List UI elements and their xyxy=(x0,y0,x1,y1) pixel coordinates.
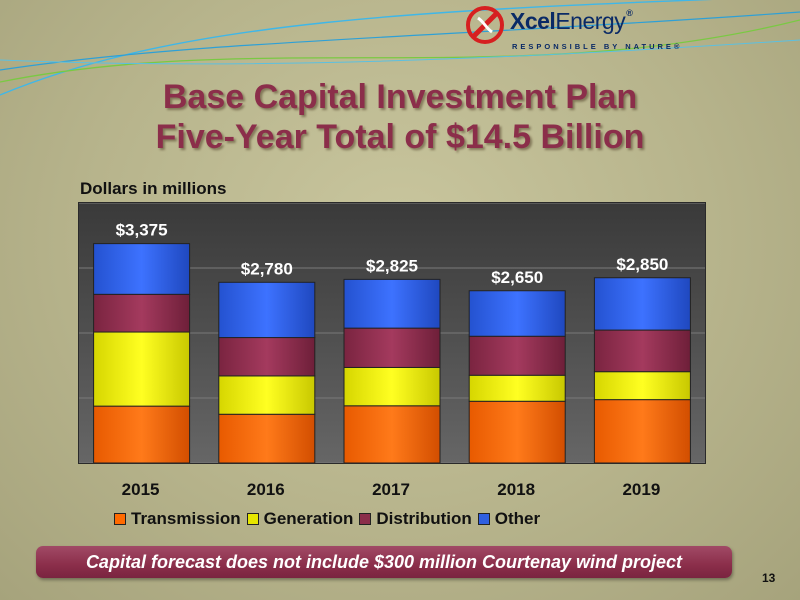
legend-label-transmission: Transmission xyxy=(131,509,241,528)
total-label-2019: $2,850 xyxy=(616,255,668,274)
logo-reg-mark: ® xyxy=(626,8,633,18)
legend-swatch-transmission xyxy=(114,513,126,525)
bar-transmission-2017 xyxy=(343,405,441,463)
bar-transmission-2018 xyxy=(468,400,566,463)
footnote-banner: Capital forecast does not include $300 m… xyxy=(36,546,732,578)
bar-generation-2015 xyxy=(93,331,191,407)
bar-generation-2018 xyxy=(468,374,566,402)
legend-swatch-other xyxy=(477,513,490,525)
logo-brand-bold: Xcel xyxy=(510,8,556,34)
bar-transmission-2015 xyxy=(93,405,191,463)
bar-transmission-2016 xyxy=(218,413,316,463)
total-label-2017: $2,825 xyxy=(366,256,418,275)
bar-other-2016 xyxy=(218,281,316,339)
chart-legend: Transmission Generation Distribution Other xyxy=(114,508,546,530)
x-tick-label-2015: 2015 xyxy=(121,480,160,499)
bar-distribution-2015 xyxy=(93,293,191,333)
bar-distribution-2017 xyxy=(343,327,441,368)
page-number: 13 xyxy=(762,571,776,585)
bar-generation-2016 xyxy=(218,375,316,415)
x-axis-labels: 2015 2016 2017 2018 2019 xyxy=(78,480,704,502)
x-tick-label-2018: 2018 xyxy=(497,480,536,499)
bar-other-2017 xyxy=(343,278,441,329)
legend-label-generation: Generation xyxy=(263,509,354,528)
stacked-bar-chart: $3,375 $2,780 $2,825 $2,650 $2,850 xyxy=(79,203,705,463)
legend-swatch-distribution xyxy=(359,513,372,525)
chart-plot-area: $3,375 $2,780 $2,825 $2,650 $2,850 xyxy=(78,202,706,464)
bar-other-2015 xyxy=(93,243,191,295)
slide-title-line1: Base Capital Investment Plan xyxy=(162,78,638,116)
legend-swatch-generation xyxy=(246,513,259,525)
decorative-swooshes xyxy=(0,0,800,96)
legend-item-generation: Generation xyxy=(246,509,354,529)
bar-distribution-2018 xyxy=(468,335,566,376)
total-label-2016: $2,780 xyxy=(241,259,293,278)
xcel-energy-logo: XcelEnergy® RESPONSIBLE BY NATURE® xyxy=(464,4,679,56)
bar-other-2019 xyxy=(593,277,691,331)
logo-name: XcelEnergy® xyxy=(510,8,633,35)
bar-generation-2017 xyxy=(343,366,441,407)
y-axis-units-label: Dollars in millions xyxy=(80,179,227,198)
bar-distribution-2016 xyxy=(218,337,316,377)
legend-item-distribution: Distribution xyxy=(359,509,472,529)
legend-item-other: Other xyxy=(477,509,541,529)
xcel-logo-icon xyxy=(466,6,504,44)
total-label-2015: $3,375 xyxy=(116,221,168,240)
bar-other-2018 xyxy=(468,290,566,337)
legend-label-other: Other xyxy=(494,509,541,528)
bar-transmission-2019 xyxy=(593,399,691,463)
bar-distribution-2019 xyxy=(593,329,691,373)
logo-tagline: RESPONSIBLE BY NATURE® xyxy=(512,42,683,51)
legend-item-transmission: Transmission xyxy=(114,509,241,529)
x-tick-label-2017: 2017 xyxy=(372,480,410,499)
x-tick-label-2016: 2016 xyxy=(246,480,285,499)
legend-label-distribution: Distribution xyxy=(376,509,472,528)
slide-title-line2: Five-Year Total of $14.5 Billion xyxy=(155,118,645,156)
footnote-text: Capital forecast does not include $300 m… xyxy=(85,551,683,572)
x-tick-label-2019: 2019 xyxy=(622,480,661,499)
bar-generation-2019 xyxy=(593,371,691,401)
total-label-2018: $2,650 xyxy=(491,268,543,287)
logo-brand-light: Energy xyxy=(555,8,626,34)
